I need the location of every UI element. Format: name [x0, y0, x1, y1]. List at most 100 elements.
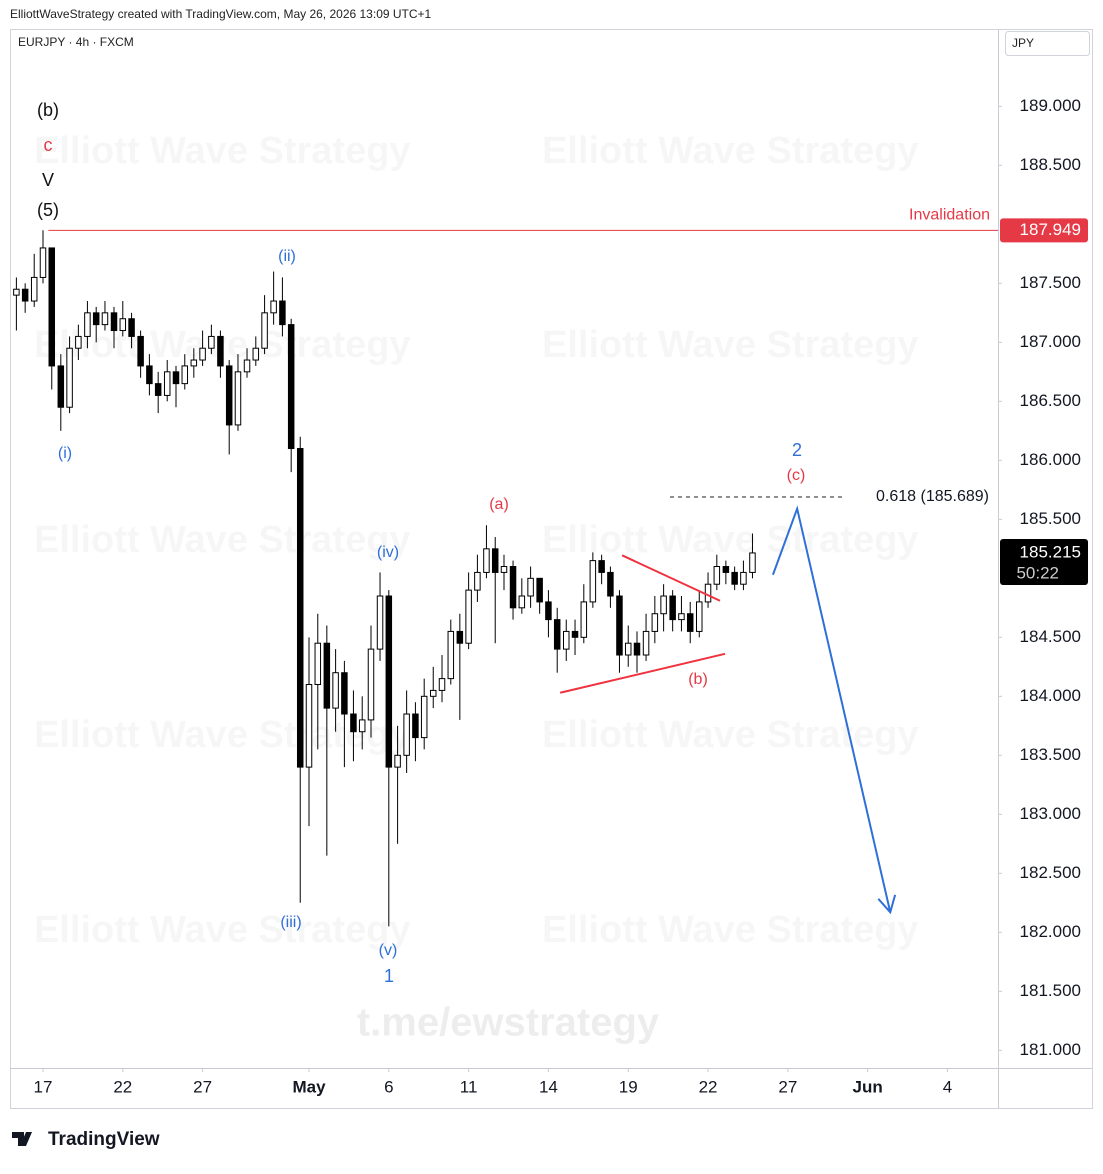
candle-body: [731, 571, 738, 585]
candle-body: [607, 571, 614, 597]
candle-body: [119, 318, 127, 332]
candle-body: [84, 312, 91, 337]
wave-label: V: [42, 170, 54, 190]
candle-body: [686, 613, 694, 632]
annotations: (b) c V (5) (i) (ii) (iii) (iv) (v) 1 (a…: [37, 100, 805, 986]
credit: ElliottWaveStrategy created with Trading…: [10, 7, 432, 21]
candle-body: [536, 577, 543, 603]
candle-body: [314, 642, 322, 686]
candle-body: [394, 754, 401, 768]
y-tick-label: 187.000: [1020, 332, 1081, 351]
candle-body: [518, 595, 526, 609]
candle-body: [172, 371, 180, 385]
last-price: 185.215: [1020, 542, 1081, 561]
candle-body: [589, 560, 597, 603]
last-price-tag: [1000, 538, 1088, 585]
triangle-line: [621, 554, 721, 602]
watermark: Elliott Wave Strategy: [34, 519, 411, 561]
candle-body: [358, 719, 366, 733]
candle-body: [616, 595, 623, 656]
x-tick-label: 19: [619, 1077, 638, 1096]
candle-body: [13, 288, 20, 296]
candle-body: [163, 371, 171, 396]
projection-path: [772, 505, 892, 913]
candle-body: [704, 583, 712, 603]
candle-body: [252, 347, 260, 361]
candle-body: [225, 365, 233, 426]
watermark: Elliott Wave Strategy: [542, 130, 919, 172]
wave-label: (ii): [278, 248, 296, 265]
watermark: Elliott Wave Strategy: [542, 909, 919, 951]
x-tick-label: 14: [539, 1077, 558, 1096]
candle-body: [305, 684, 313, 768]
x-tick-label: 6: [384, 1077, 393, 1096]
x-tick-label: 11: [460, 1077, 478, 1096]
channel-watermark: t.me/ewstrategy: [357, 1001, 660, 1045]
candle-body: [48, 247, 56, 367]
x-tick-label: 27: [778, 1077, 797, 1096]
candle-body: [553, 619, 561, 650]
bar-countdown: 50:22: [1016, 563, 1059, 582]
y-tick-label: 184.500: [1020, 627, 1081, 646]
candle-body: [420, 695, 428, 739]
logo-icon: [12, 1132, 32, 1146]
y-tick-label: 184.000: [1020, 686, 1081, 705]
candle-body: [21, 288, 29, 302]
candle-body: [208, 335, 215, 349]
candle-body: [92, 312, 100, 326]
candle-body: [199, 347, 206, 361]
candle-body: [669, 595, 676, 621]
watermark: Elliott Wave Strategy: [542, 324, 919, 366]
candle-body: [66, 347, 73, 408]
candle-body: [713, 566, 721, 585]
wave-label: (v): [379, 942, 398, 959]
symbol: EURJPY · 4h · FXCM: [18, 35, 134, 49]
candle-body: [429, 689, 437, 697]
x-tick-label: 22: [699, 1077, 718, 1096]
candle-body: [651, 613, 659, 632]
wave-label: (5): [37, 200, 59, 220]
wave-label: (c): [787, 467, 806, 484]
candle-body: [270, 300, 277, 314]
candle-body: [296, 448, 304, 768]
candle-body: [642, 630, 650, 656]
candle-body: [101, 312, 109, 326]
candle-body: [403, 713, 410, 756]
wave-label: (i): [58, 445, 72, 462]
candle-body: [39, 247, 47, 278]
y-tick-label: 186.000: [1020, 450, 1081, 469]
candle-body: [696, 601, 703, 632]
watermark: Elliott Wave Strategy: [542, 714, 919, 756]
candle-body: [243, 359, 251, 373]
candle-body: [598, 560, 605, 573]
candle-body: [75, 335, 82, 349]
candle-body: [678, 613, 685, 621]
y-tick-label: 186.500: [1020, 391, 1081, 410]
candle-body: [110, 312, 118, 332]
candle-body: [217, 335, 224, 367]
candle-body: [527, 577, 534, 597]
candle-body: [287, 324, 295, 450]
y-tick-label: 189.000: [1020, 96, 1081, 115]
candle-body: [30, 276, 38, 302]
x-tick-label: 22: [113, 1077, 132, 1096]
frame: [10, 29, 1093, 1109]
candle-body: [332, 672, 339, 709]
candle-body: [447, 630, 455, 680]
candle-body: [341, 672, 348, 715]
wave-label: 1: [384, 966, 394, 986]
candle-body: [137, 335, 144, 367]
y-tick-label: 187.500: [1020, 273, 1081, 292]
y-tick-label: 181.500: [1020, 981, 1081, 1000]
candle-body: [438, 678, 446, 691]
currency-box[interactable]: [1005, 31, 1090, 56]
candle-body: [509, 566, 517, 609]
candle-body: [465, 589, 472, 644]
y-tick-label: 185.500: [1020, 509, 1081, 528]
wave-label: 2: [792, 440, 802, 460]
candle-body: [491, 548, 499, 573]
candle-body: [545, 601, 552, 621]
candle-body: [483, 548, 490, 573]
